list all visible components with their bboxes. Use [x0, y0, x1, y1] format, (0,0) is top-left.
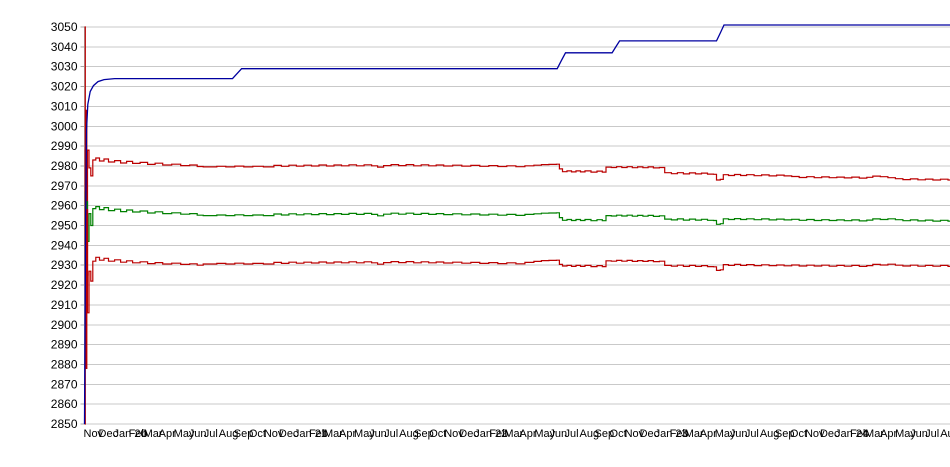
y-tick-label: 2900	[51, 318, 78, 332]
rating-history-chart: 3050 3040 3030 3020 3010 3000 2990 2980 2970 2960…	[40, 16, 950, 451]
y-tick-label: 2860	[51, 397, 78, 411]
series-mean-rating-line	[85, 192, 950, 265]
y-tick-label: 3050	[51, 20, 78, 34]
x-tick-label: Jul	[925, 428, 939, 440]
series-lower-confidence-band-line	[85, 150, 950, 424]
y-tick-label: 2960	[51, 199, 78, 213]
y-tick-label: 2890	[51, 338, 78, 352]
y-tick-label: 3010	[51, 99, 78, 113]
y-tick-label: 3000	[51, 119, 78, 133]
x-tick-label: Jul	[204, 428, 218, 440]
y-tick-label: 2950	[51, 219, 78, 233]
y-tick-label: 2910	[51, 298, 78, 312]
x-tick-label: Aug	[940, 428, 950, 440]
y-tick-label: 2880	[51, 357, 78, 371]
y-tick-label: 3030	[51, 60, 78, 74]
y-tick-label: 3040	[51, 40, 78, 54]
y-tick-label: 3020	[51, 80, 78, 94]
x-tick-label: Jul	[745, 428, 759, 440]
y-tick-label: 2980	[51, 159, 78, 173]
y-tick-label: 2850	[51, 417, 78, 431]
x-tick-label: Jul	[384, 428, 398, 440]
y-tick-label: 2870	[51, 377, 78, 391]
y-tick-label: 2920	[51, 278, 78, 292]
y-gridlines	[85, 27, 950, 424]
y-axis-ticks	[81, 27, 85, 424]
y-tick-label: 2970	[51, 179, 78, 193]
y-tick-label: 2940	[51, 238, 78, 252]
y-tick-label: 2930	[51, 258, 78, 272]
chart-canvas: 3050 3040 3030 3020 3010 3000 2990 2980 2970 2960…	[40, 16, 950, 451]
y-axis-labels: 3050 3040 3030 3020 3010 3000 2990 2980 2970 2960…	[51, 20, 78, 431]
y-tick-label: 2990	[51, 139, 78, 153]
x-tick-label: Jul	[564, 428, 578, 440]
